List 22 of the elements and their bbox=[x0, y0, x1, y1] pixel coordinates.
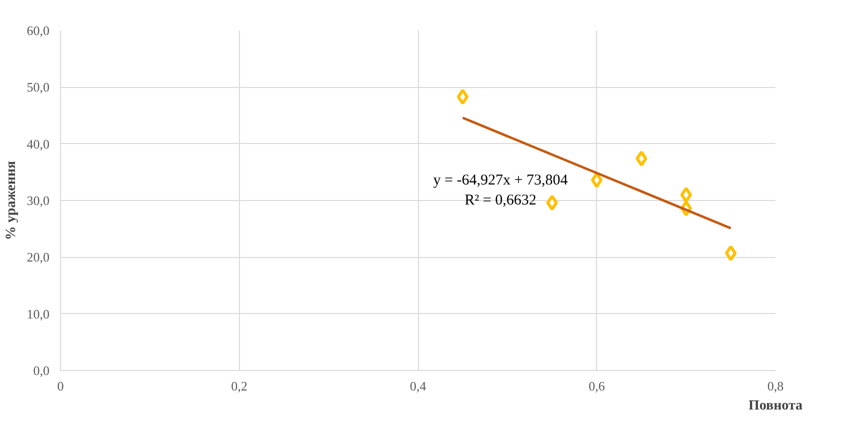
annotation: y = -64,927x + 73,804 bbox=[433, 172, 568, 188]
annotation: R² = 0,6632 bbox=[464, 192, 536, 208]
point bbox=[590, 172, 603, 188]
y-tick-label: 50,0 bbox=[26, 80, 50, 95]
y-tick-label: 30,0 bbox=[26, 193, 50, 208]
point bbox=[546, 194, 558, 211]
point bbox=[680, 186, 692, 203]
y-tick-label: 20,0 bbox=[26, 250, 50, 265]
x-tick-label: 0,2 bbox=[231, 378, 248, 394]
point bbox=[636, 150, 648, 167]
point bbox=[456, 88, 469, 105]
x-tick-label: 0 bbox=[57, 378, 64, 394]
y-axis-title: % ураження bbox=[4, 160, 19, 240]
y-tick-label: 0,0 bbox=[33, 363, 50, 378]
x-tick-label: 0,6 bbox=[588, 378, 606, 394]
x-tick-label: 0,8 bbox=[767, 378, 784, 394]
y-tick-label: 10,0 bbox=[26, 306, 50, 322]
point bbox=[724, 245, 737, 262]
y-tick-label: 60,0 bbox=[26, 23, 50, 38]
x-axis-title: Повнота bbox=[748, 398, 803, 414]
y-tick-label: 40,0 bbox=[26, 136, 50, 152]
x-tick-label: 0,4 bbox=[410, 378, 427, 394]
